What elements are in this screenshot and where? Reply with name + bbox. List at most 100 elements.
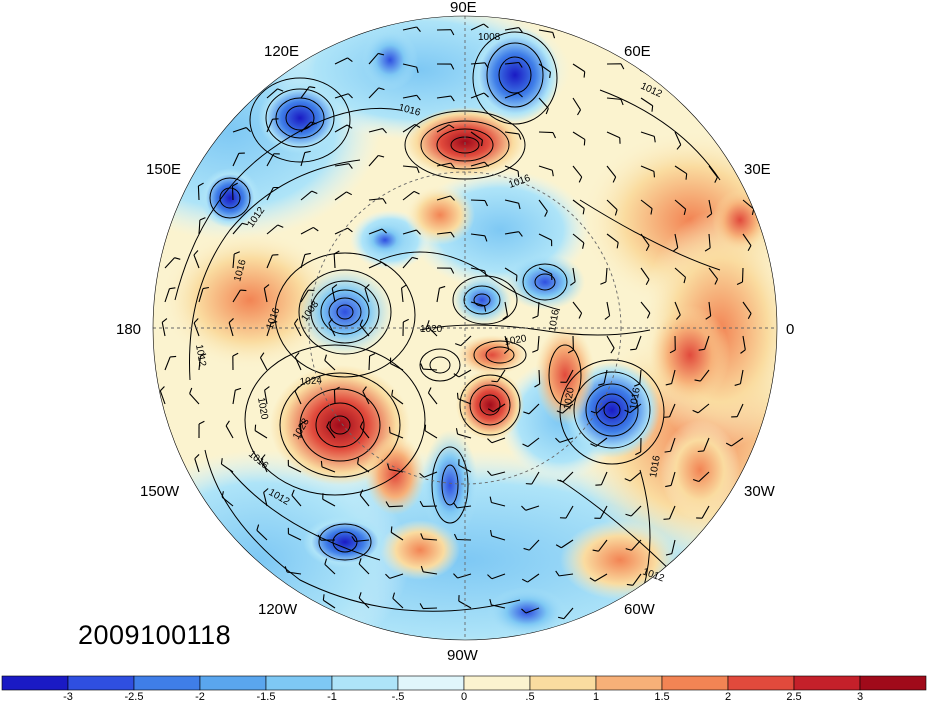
wind-barb-flag xyxy=(331,284,338,289)
colorbar: -3 -2.5 -2 -1.5 -1 -.5 0 .5 1 1.5 2 2.5 3 xyxy=(1,675,927,702)
colorbar-tick-label: 2.5 xyxy=(786,691,801,702)
wind-barb-flag xyxy=(346,191,352,196)
colorbar-swatch xyxy=(529,675,597,691)
wind-barb-flag xyxy=(439,285,446,289)
wind-barb xyxy=(402,190,415,201)
wind-barb-flag xyxy=(532,315,539,319)
wind-barb-flag xyxy=(401,284,407,289)
wind-barb-flag xyxy=(556,410,563,414)
wind-barb xyxy=(323,599,336,609)
wind-barb xyxy=(402,26,417,31)
colorbar-swatch xyxy=(595,675,663,691)
wind-barb xyxy=(164,257,175,269)
wind-barb xyxy=(572,267,576,282)
wind-barb xyxy=(674,267,686,278)
wind-barb-flag xyxy=(347,227,353,233)
wind-barb xyxy=(293,323,302,337)
graticule xyxy=(153,16,777,640)
wind-barb-flag xyxy=(359,489,364,496)
wind-barb-flag xyxy=(518,203,521,210)
wind-barb xyxy=(300,121,312,133)
contour-label: 1016 xyxy=(648,454,663,478)
wind-barb xyxy=(470,199,486,202)
wind-barb-flag xyxy=(491,380,498,383)
wind-barb xyxy=(606,131,620,139)
wind-barb xyxy=(232,153,240,167)
wind-barb-flag xyxy=(427,387,432,394)
wind-barb xyxy=(326,426,336,439)
wind-barb-flag xyxy=(616,242,619,249)
wind-barb xyxy=(422,368,438,371)
wind-barb xyxy=(640,165,655,172)
wind-barb-flag xyxy=(260,454,266,460)
wind-barb xyxy=(436,231,451,235)
wind-barb xyxy=(423,471,438,478)
wind-barb-flag xyxy=(582,242,585,249)
wind-barb xyxy=(606,301,611,316)
wind-barb-flag xyxy=(416,229,421,235)
blue-cell-pacific-south xyxy=(303,516,387,568)
wind-barb-flag xyxy=(277,88,284,92)
wind-barb-flag xyxy=(381,228,387,234)
wind-barb xyxy=(708,233,711,248)
colorbar-swatch xyxy=(199,675,267,691)
wind-barb-flag xyxy=(645,279,650,286)
wind-barb xyxy=(701,505,710,519)
wind-barb-flag xyxy=(483,23,489,29)
wind-barb xyxy=(389,573,404,579)
wind-barb-flag xyxy=(324,354,327,361)
red-cell-alaska-south xyxy=(365,435,425,515)
wind-barb xyxy=(436,162,451,167)
wind-barb xyxy=(266,153,275,167)
colorbar-tick-label: -1.5 xyxy=(257,691,276,702)
contour-label: 1020 xyxy=(562,386,577,410)
wind-barb-flag xyxy=(347,93,353,99)
wind-barb-flag xyxy=(489,496,492,503)
wind-barb xyxy=(674,301,681,316)
wind-barb-flag xyxy=(552,32,556,39)
wind-barb-flag xyxy=(200,353,207,357)
wind-barb xyxy=(324,360,336,371)
wind-barb xyxy=(198,356,201,371)
wind-barb-flag xyxy=(382,128,387,134)
lon-label-90w: 90W xyxy=(447,647,479,664)
wind-barb-flag xyxy=(174,257,181,260)
wind-barb xyxy=(572,199,585,209)
wind-barb-flag xyxy=(521,578,528,583)
wind-barb xyxy=(402,63,417,68)
wind-barb xyxy=(562,403,574,414)
red-cell-mediterranean xyxy=(712,190,768,250)
colorbar-tick-label: -2 xyxy=(195,691,205,702)
wind-barb xyxy=(640,199,653,210)
red-cell-europe xyxy=(650,305,730,405)
wind-barb xyxy=(742,199,755,210)
wind-barb-flag xyxy=(578,312,583,319)
wind-barb-flag xyxy=(359,421,364,428)
wind-barb xyxy=(368,198,383,201)
wind-barb-flag xyxy=(324,558,328,565)
wind-barb-flag xyxy=(311,190,318,194)
contour-label: 1016 xyxy=(628,386,643,410)
wind-barb-flag xyxy=(420,533,424,540)
colorbar-tick-label: 3 xyxy=(857,691,863,702)
wind-barb xyxy=(538,97,549,109)
wind-barb-flag xyxy=(590,410,597,414)
wind-barb-flag xyxy=(317,534,322,541)
wind-barb xyxy=(704,335,710,350)
lon-label-60e: 60E xyxy=(624,43,651,60)
colorbar-tick-label: 1.5 xyxy=(654,691,669,702)
wind-barb-flag xyxy=(240,289,247,292)
wind-barb-flag xyxy=(420,565,424,572)
wind-barb xyxy=(388,505,404,508)
wind-barb xyxy=(221,496,234,507)
wind-barb xyxy=(266,322,272,337)
blue-cell-ural xyxy=(470,27,560,123)
wind-barb xyxy=(572,165,583,178)
wind-barb xyxy=(456,538,472,541)
wind-barb xyxy=(671,369,676,384)
wind-barb xyxy=(572,131,586,140)
wind-barb xyxy=(504,301,509,316)
wind-barb-flag xyxy=(391,389,394,396)
wind-barb xyxy=(263,492,268,507)
wind-barb-flag xyxy=(534,383,540,388)
